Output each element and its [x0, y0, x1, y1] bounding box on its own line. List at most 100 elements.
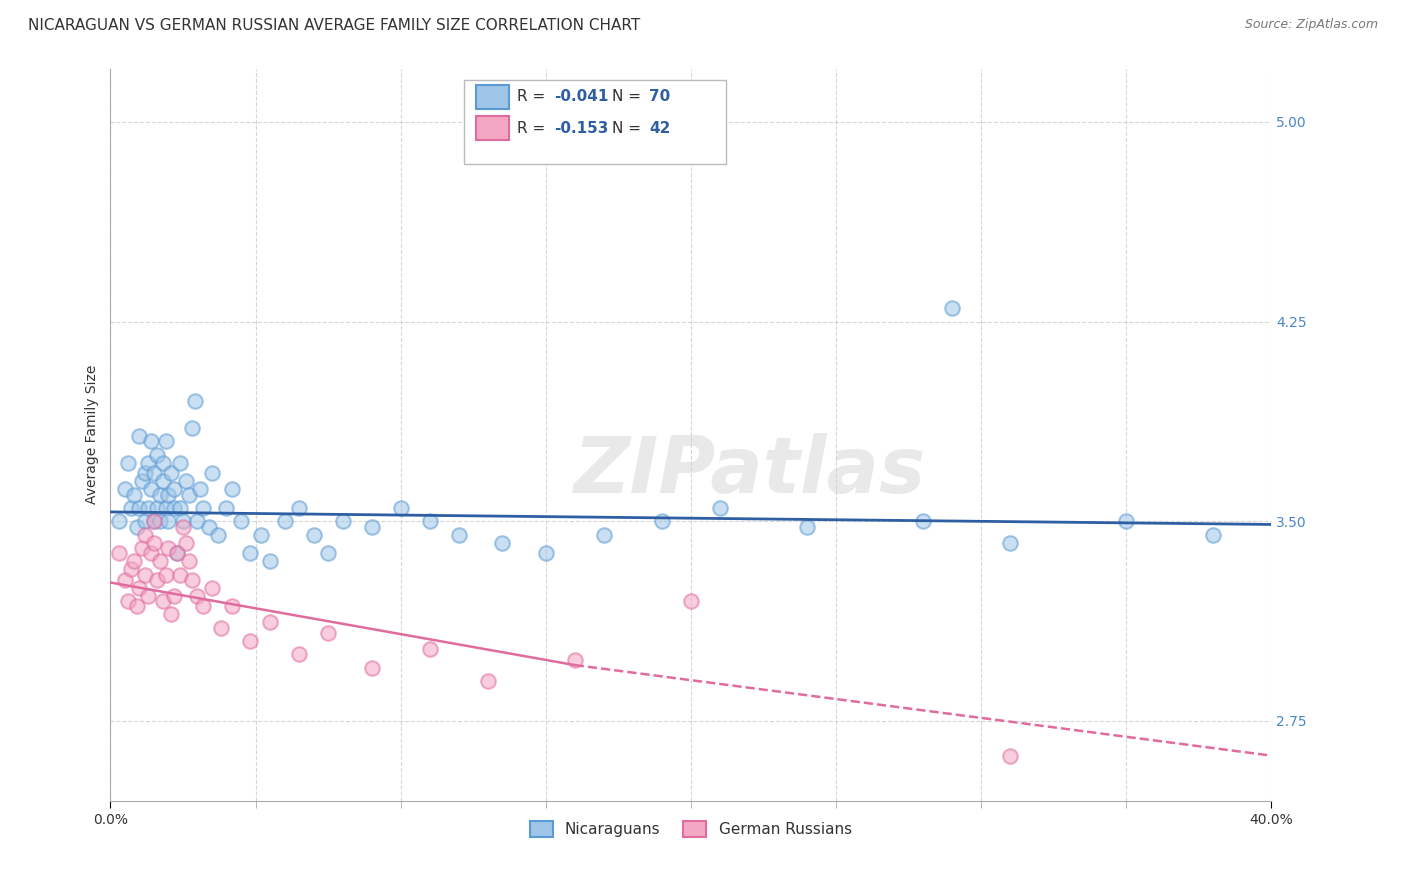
FancyBboxPatch shape: [464, 79, 725, 164]
Point: [155, 567, 177, 582]
Point: [177, 488, 200, 502]
Point: [139, 483, 162, 497]
Point: [316, 546, 339, 560]
Point: [117, 594, 139, 608]
Point: [128, 581, 150, 595]
Point: [136, 589, 159, 603]
Point: [447, 527, 470, 541]
Point: [193, 599, 215, 614]
Point: [193, 500, 215, 515]
Point: [477, 673, 499, 688]
Point: [134, 467, 156, 481]
Text: -0.041: -0.041: [554, 89, 609, 104]
Point: [155, 500, 177, 515]
Point: [419, 642, 441, 657]
Point: [180, 573, 202, 587]
Point: [169, 567, 191, 582]
Point: [215, 500, 238, 515]
Point: [128, 429, 150, 443]
Point: [155, 434, 177, 449]
Point: [139, 546, 162, 560]
Point: [163, 500, 186, 515]
Text: Source: ZipAtlas.com: Source: ZipAtlas.com: [1244, 18, 1378, 31]
Point: [534, 546, 557, 560]
Point: [316, 626, 339, 640]
Point: [114, 483, 136, 497]
Point: [651, 514, 673, 528]
Y-axis label: Average Family Size: Average Family Size: [86, 365, 100, 504]
Text: R =: R =: [516, 89, 550, 104]
Point: [142, 535, 165, 549]
Point: [149, 514, 172, 528]
Point: [139, 434, 162, 449]
Point: [146, 573, 169, 587]
Point: [122, 554, 145, 568]
Point: [1202, 527, 1225, 541]
Point: [250, 527, 273, 541]
Point: [172, 519, 194, 533]
Point: [221, 599, 243, 614]
Point: [302, 527, 325, 541]
Point: [169, 500, 191, 515]
Point: [273, 514, 295, 528]
Point: [157, 514, 180, 528]
Point: [166, 546, 188, 560]
Text: 70: 70: [650, 89, 671, 104]
FancyBboxPatch shape: [477, 85, 509, 109]
Point: [174, 535, 197, 549]
Point: [998, 748, 1021, 763]
Text: 42: 42: [650, 120, 671, 136]
Point: [152, 475, 174, 489]
Point: [136, 500, 159, 515]
Point: [108, 514, 131, 528]
Text: N =: N =: [612, 120, 645, 136]
Point: [259, 554, 281, 568]
Point: [134, 567, 156, 582]
Point: [288, 648, 311, 662]
Point: [911, 514, 934, 528]
Point: [360, 519, 382, 533]
Point: [136, 456, 159, 470]
Point: [288, 500, 311, 515]
Point: [142, 514, 165, 528]
Point: [122, 488, 145, 502]
Point: [160, 607, 183, 622]
Point: [128, 500, 150, 515]
Point: [125, 599, 148, 614]
Point: [134, 514, 156, 528]
Point: [172, 514, 194, 528]
Point: [142, 514, 165, 528]
Point: [201, 581, 224, 595]
Point: [163, 589, 186, 603]
Point: [157, 541, 180, 555]
Point: [169, 456, 191, 470]
Point: [177, 554, 200, 568]
Point: [117, 456, 139, 470]
Text: ZIPatlas: ZIPatlas: [572, 434, 925, 509]
Point: [1115, 514, 1137, 528]
Point: [120, 562, 142, 576]
Point: [174, 475, 197, 489]
Point: [186, 514, 208, 528]
Point: [239, 634, 262, 648]
Legend: Nicaraguans, German Russians: Nicaraguans, German Russians: [522, 814, 859, 845]
Point: [157, 488, 180, 502]
Point: [108, 546, 131, 560]
Point: [221, 483, 243, 497]
Point: [163, 483, 186, 497]
Point: [332, 514, 354, 528]
Text: -0.153: -0.153: [554, 120, 609, 136]
Point: [160, 467, 183, 481]
Point: [131, 475, 153, 489]
Point: [564, 653, 586, 667]
Point: [229, 514, 252, 528]
Point: [592, 527, 614, 541]
Point: [709, 500, 731, 515]
Point: [186, 589, 208, 603]
Point: [190, 483, 212, 497]
Point: [142, 467, 165, 481]
Point: [180, 421, 202, 435]
Point: [183, 394, 205, 409]
Point: [239, 546, 262, 560]
Point: [207, 527, 229, 541]
